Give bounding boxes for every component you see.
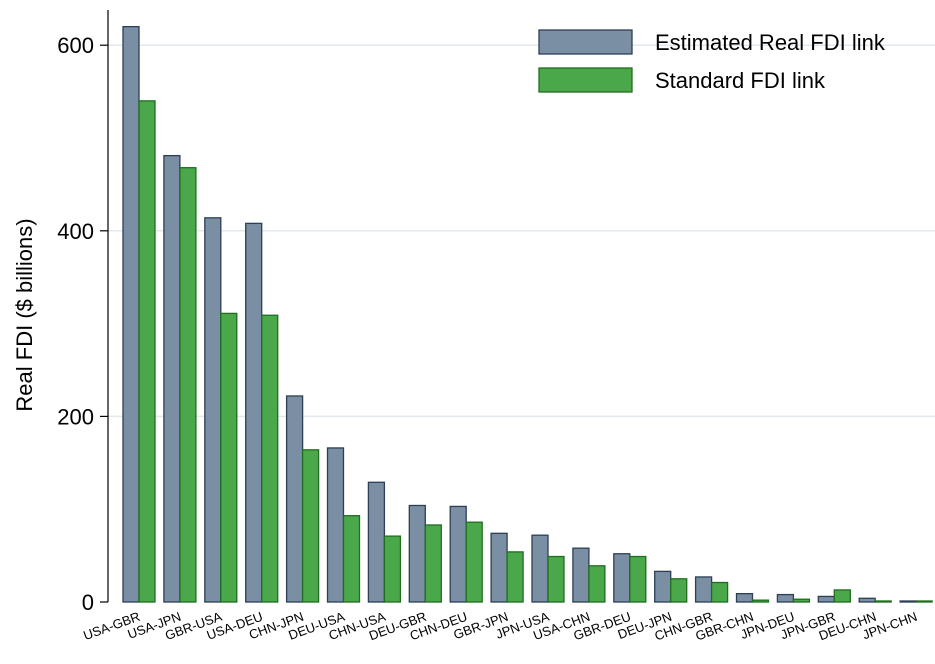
y-tick-label: 400	[57, 219, 94, 244]
axes	[100, 10, 109, 603]
bar-estimated-real-fdi	[490, 532, 508, 603]
bar-estimated-real-fdi	[408, 504, 426, 603]
bar-standard-fdi	[383, 535, 402, 603]
x-tick-labels: USA-GBRUSA-JPNGBR-USAUSA-DEUCHN-JPNDEU-U…	[81, 609, 919, 644]
legend-label-estimated: Estimated Real FDI link	[655, 30, 886, 55]
bar-estimated-real-fdi	[285, 395, 304, 603]
bar-estimated-real-fdi	[817, 595, 835, 603]
bar-standard-fdi	[261, 314, 279, 603]
bar-estimated-real-fdi	[858, 597, 876, 603]
bar-estimated-real-fdi	[122, 25, 140, 603]
y-tick-label: 0	[82, 590, 94, 615]
bar-estimated-real-fdi	[204, 217, 222, 603]
bar-standard-fdi	[874, 600, 892, 603]
bar-estimated-real-fdi	[367, 481, 386, 603]
bar-standard-fdi	[506, 551, 524, 603]
bar-estimated-real-fdi	[531, 534, 549, 603]
legend-swatch-standard	[538, 67, 633, 93]
bar-standard-fdi	[424, 524, 442, 603]
bar-estimated-real-fdi	[245, 222, 263, 603]
bar-standard-fdi	[792, 598, 811, 603]
bar-estimated-real-fdi	[776, 593, 795, 603]
bar-standard-fdi	[833, 589, 851, 603]
bar-standard-fdi	[670, 578, 688, 603]
bar-standard-fdi	[301, 449, 320, 603]
y-axis-label: Real FDI ($ billions)	[12, 218, 37, 411]
bar-standard-fdi	[547, 555, 565, 603]
bar-standard-fdi	[179, 167, 197, 603]
bars	[122, 25, 933, 603]
bar-standard-fdi	[220, 312, 238, 603]
legend: Estimated Real FDI link Standard FDI link	[538, 29, 886, 93]
bar-standard-fdi	[588, 565, 606, 603]
bar-standard-fdi	[629, 555, 647, 603]
legend-swatch-estimated	[538, 29, 633, 55]
y-tick-label: 200	[57, 404, 94, 429]
bar-estimated-real-fdi	[326, 447, 345, 603]
bar-estimated-real-fdi	[694, 576, 713, 603]
y-tick-labels: 0 200 400 600	[57, 33, 94, 615]
bar-estimated-real-fdi	[163, 154, 181, 603]
bar-standard-fdi	[138, 100, 156, 603]
bar-estimated-real-fdi	[899, 600, 917, 603]
bar-estimated-real-fdi	[572, 547, 590, 603]
bar-standard-fdi	[751, 599, 770, 603]
bar-standard-fdi	[710, 581, 729, 603]
bar-standard-fdi	[465, 521, 483, 603]
bar-estimated-real-fdi	[654, 570, 672, 603]
legend-label-standard: Standard FDI link	[655, 68, 826, 93]
bar-estimated-real-fdi	[613, 553, 631, 603]
bar-estimated-real-fdi	[449, 505, 467, 603]
bar-standard-fdi	[915, 600, 933, 603]
bar-estimated-real-fdi	[735, 592, 754, 603]
bar-standard-fdi	[342, 515, 361, 603]
y-tick-label: 600	[57, 33, 94, 58]
